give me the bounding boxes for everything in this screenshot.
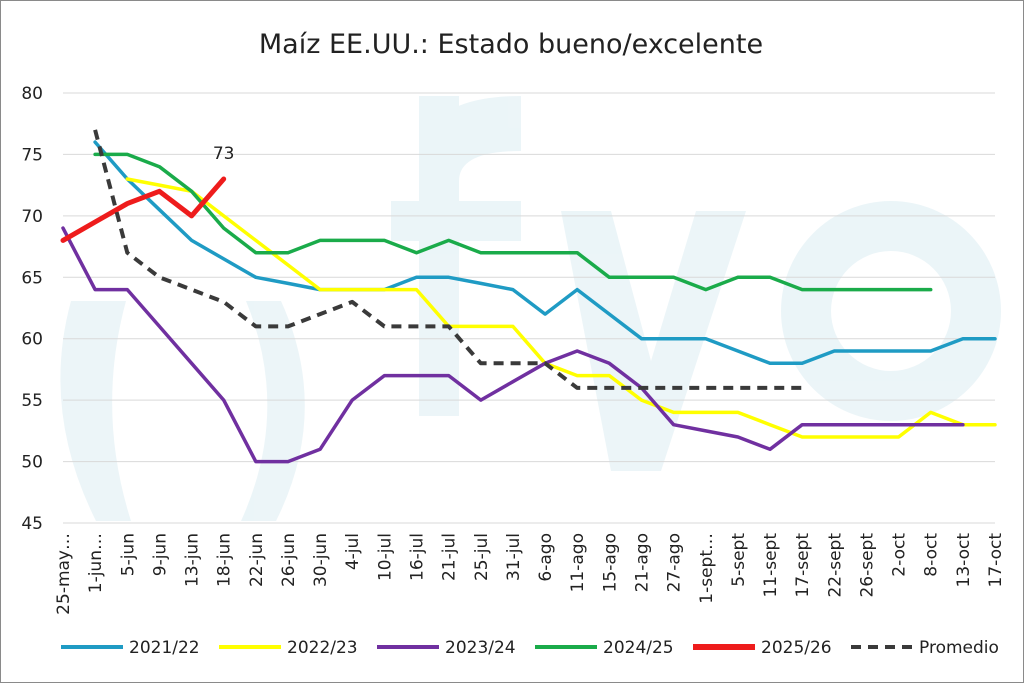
series-line-2024-25 [93, 152, 933, 292]
series-line-2025-26 [60, 176, 227, 243]
legend-label: 2025/26 [761, 638, 832, 658]
y-tick-label: 65 [21, 268, 43, 288]
x-tick-label: 8-oct [922, 533, 942, 577]
data-labels: 73 [213, 144, 235, 164]
watermark [60, 96, 1001, 521]
y-tick-label: 45 [21, 514, 43, 534]
legend-label: Promedio [919, 638, 999, 658]
x-tick-label: 22-jun [247, 533, 267, 587]
chart-title: Maíz EE.UU.: Estado bueno/excelente [259, 29, 763, 60]
x-tick-label: 18-jun [215, 533, 235, 587]
x-tick-label: 21-ago [632, 533, 652, 592]
y-tick-label: 70 [21, 207, 43, 227]
legend-label: 2023/24 [445, 638, 516, 658]
y-tick-label: 55 [21, 391, 43, 411]
series-lines [60, 129, 997, 464]
legend-item-2025-26: 2025/26 [693, 638, 832, 658]
data-label-73: 73 [213, 144, 235, 164]
x-tick-label: 1-sept… [697, 533, 717, 604]
x-tick-label: 4-jul [343, 533, 363, 570]
y-tick-label: 80 [21, 84, 43, 104]
legend-item-2024-25: 2024/25 [535, 638, 674, 658]
x-tick-label: 16-jul [408, 533, 428, 581]
x-tick-label: 31-jul [504, 533, 524, 581]
y-tick-label: 50 [21, 453, 43, 473]
x-tick-label: 15-ago [600, 533, 620, 592]
legend-item-2021-22: 2021/22 [61, 638, 200, 658]
legend: 2021/22 2022/23 2023/24 2024/25 2025/26 Prome… [61, 638, 999, 658]
legend-label: 2024/25 [603, 638, 674, 658]
legend-label: 2022/23 [287, 638, 358, 658]
y-tick-label: 60 [21, 330, 43, 350]
x-tick-label: 6-ago [536, 533, 556, 582]
x-tick-label: 9-jun [150, 533, 170, 576]
x-tick-label: 30-jun [311, 533, 331, 587]
x-tick-label: 2-oct [890, 533, 910, 577]
x-tick-label: 26-sept [857, 533, 877, 598]
x-tick-label: 26-jun [279, 533, 299, 587]
x-tick-label: 25-jul [472, 533, 492, 581]
y-tick-label: 75 [21, 145, 43, 165]
x-tick-label: 22-sept [825, 533, 845, 598]
legend-label: 2021/22 [129, 638, 200, 658]
x-tick-label: 25-may… [54, 533, 74, 615]
x-tick-label: 17-sept [793, 533, 813, 598]
x-tick-label: 21-jul [440, 533, 460, 581]
x-tick-label: 17-oct [986, 533, 1006, 588]
x-axis: 25-may… 1-jun… 5-jun 9-jun 13-jun 18-jun 22-ju… [54, 533, 1006, 615]
y-axis: 45 50 55 60 65 70 75 80 [21, 84, 43, 534]
series-line-Promedio [93, 129, 803, 390]
x-tick-label: 13-oct [954, 533, 974, 588]
x-tick-label: 13-jun [183, 533, 203, 587]
x-tick-label: 5-jun [118, 533, 138, 576]
x-tick-label: 10-jul [375, 533, 395, 581]
legend-item-Promedio: Promedio [851, 638, 999, 658]
legend-item-2023-24: 2023/24 [377, 638, 516, 658]
series-line-2021-22 [93, 140, 997, 366]
gridlines [63, 92, 995, 524]
x-tick-label: 5-sept [729, 533, 749, 587]
x-tick-label: 11-sept [761, 533, 781, 598]
series-line-2023-24 [61, 226, 965, 464]
legend-item-2022-23: 2022/23 [219, 638, 358, 658]
x-tick-label: 11-ago [568, 533, 588, 592]
x-tick-label: 1-jun… [86, 533, 106, 593]
x-tick-label: 27-ago [665, 533, 685, 592]
